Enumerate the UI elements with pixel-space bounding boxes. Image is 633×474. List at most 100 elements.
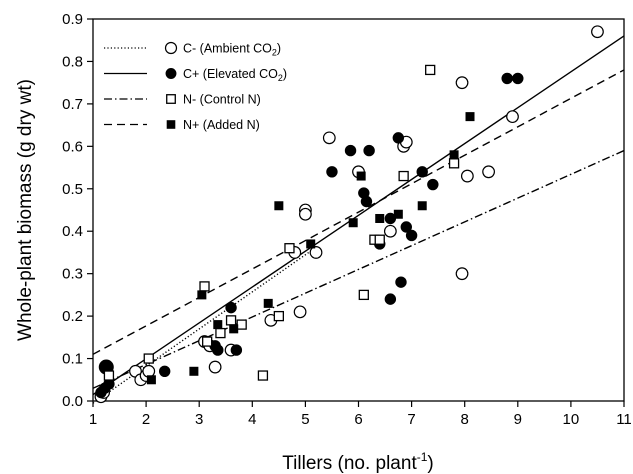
point-filled-circle — [360, 195, 373, 208]
point-open-circle — [482, 165, 495, 179]
point-open-square — [257, 370, 269, 381]
point-open-square — [202, 336, 213, 347]
point-filled-circle — [400, 221, 412, 233]
point-filled-circle — [416, 166, 428, 178]
x-axis-title: Tillers (no. plant-1) — [282, 450, 433, 474]
point-open-circle — [208, 360, 222, 374]
point-open-square — [199, 281, 210, 292]
x-tick-label: 8 — [461, 411, 469, 428]
point-open-circle — [164, 41, 178, 55]
x-tick-label: 5 — [301, 411, 309, 428]
point-open-circle — [506, 110, 519, 124]
x-tick-label: 9 — [514, 411, 522, 428]
point-filled-circle — [158, 365, 171, 377]
x-tick-label: 6 — [354, 411, 362, 428]
y-tick-label: 0.3 — [62, 266, 83, 283]
point-filled-square — [274, 201, 284, 211]
point-open-square — [398, 170, 409, 182]
point-filled-square — [348, 218, 358, 228]
point-open-circle — [455, 76, 469, 90]
point-filled-square — [375, 213, 385, 223]
point-filled-square — [449, 150, 459, 160]
point-open-square — [284, 243, 295, 254]
point-filled-square — [197, 290, 207, 300]
point-filled-circle — [225, 301, 237, 314]
point-filled-square — [306, 239, 316, 249]
point-open-square — [103, 370, 115, 381]
point-filled-circle — [405, 229, 418, 242]
point-open-square — [273, 310, 285, 322]
point-filled-square — [213, 320, 223, 330]
y-axis: 0.0 0.1 0.2 0.3 0.4 0.5 0.6 0.7 0.8 0.9 — [62, 11, 93, 410]
point-filled-circle — [212, 344, 224, 356]
point-filled-square — [166, 120, 176, 129]
fit-line-dashed — [92, 69, 625, 355]
point-open-square — [374, 234, 385, 245]
legend-label: C- (Ambient CO2) — [183, 42, 281, 58]
point-open-circle — [309, 246, 323, 259]
point-filled-square — [229, 324, 239, 334]
y-tick-label: 0.9 — [62, 11, 83, 28]
point-filled-square — [263, 298, 273, 308]
x-tick-label: 7 — [407, 411, 415, 428]
point-open-circle — [322, 131, 336, 145]
fit-line-solid — [92, 35, 625, 396]
point-filled-circle — [344, 144, 357, 157]
point-filled-circle — [427, 178, 439, 191]
point-open-square — [236, 319, 247, 330]
point-open-square — [166, 94, 176, 104]
point-open-circle — [383, 224, 397, 238]
point-open-square — [225, 315, 237, 326]
point-open-circle — [460, 169, 474, 183]
x-tick-label: 10 — [563, 411, 580, 428]
point-open-square — [358, 289, 369, 301]
legend-label: N+ (Added N) — [183, 118, 260, 132]
point-filled-circle — [326, 166, 338, 178]
point-filled-circle — [501, 72, 513, 85]
x-axis: 1 2 3 4 5 6 7 8 9 10 11 — [89, 401, 632, 428]
point-open-square — [425, 64, 436, 76]
legend-label: N- (Control N) — [183, 93, 261, 107]
point-filled-square — [189, 366, 199, 376]
fit-line-dotted — [92, 246, 317, 404]
point-filled-square — [465, 112, 475, 122]
y-tick-label: 0.6 — [62, 138, 83, 155]
x-tick-label: 4 — [248, 411, 256, 428]
y-tick-label: 0.7 — [62, 96, 83, 113]
point-open-circle — [299, 207, 312, 221]
x-tick-label: 2 — [142, 411, 150, 428]
legend-entry: C+ (Elevated CO2) — [104, 67, 287, 83]
x-tick-label: 11 — [616, 411, 632, 428]
x-tick-label: 3 — [195, 411, 203, 428]
point-filled-square — [356, 171, 366, 181]
x-axis-title-end: ) — [427, 453, 433, 474]
point-filled-circle — [230, 344, 243, 356]
y-tick-label: 0.5 — [62, 181, 83, 198]
point-filled-circle — [363, 144, 375, 157]
legend-entry: N- (Control N) — [104, 93, 261, 107]
point-filled-square — [417, 201, 427, 211]
point-filled-square — [146, 375, 156, 385]
point-filled-circle — [384, 293, 397, 305]
y-tick-label: 0.4 — [62, 223, 83, 240]
legend: C- (Ambient CO2) C+ (Elevated CO2) N- (Con… — [104, 42, 287, 132]
point-open-circle — [455, 267, 469, 281]
y-tick-label: 0.0 — [62, 393, 83, 410]
legend-label: C+ (Elevated CO2) — [183, 67, 287, 83]
x-axis-title-superscript: -1 — [417, 450, 428, 464]
point-open-circle — [591, 25, 604, 39]
y-tick-label: 0.1 — [62, 351, 83, 368]
legend-entry: N+ (Added N) — [104, 118, 260, 132]
point-filled-circle — [392, 132, 405, 144]
legend-entry: C- (Ambient CO2) — [104, 42, 281, 58]
point-filled-circle — [512, 72, 524, 85]
data-points — [94, 25, 604, 404]
point-filled-circle — [165, 68, 177, 79]
point-open-square — [215, 327, 226, 339]
point-filled-square — [393, 209, 403, 219]
x-tick-label: 1 — [89, 411, 97, 428]
fit-lines — [92, 35, 625, 404]
y-tick-label: 0.2 — [62, 308, 83, 325]
point-open-square — [143, 353, 154, 364]
